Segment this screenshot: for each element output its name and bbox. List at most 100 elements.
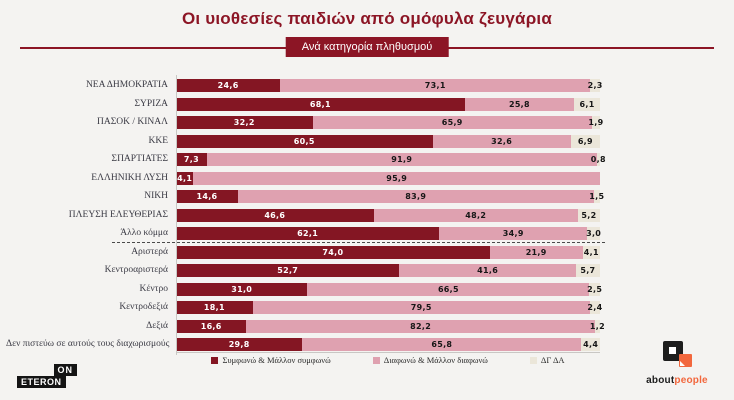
subtitle-badge: Ανά κατηγορία πληθυσμού [285,37,449,57]
segment-series-1: 21,9 [489,245,583,259]
segment-series-0: 32,2 [176,116,313,129]
legend-item-2: ΔΓ ΔΑ [529,355,565,365]
segment-series-0: 14,6 [176,190,238,203]
eteron-logo-eteron: ETERON [17,376,66,388]
segment-series-2: 4,4 [581,338,600,351]
bar-row: Κεντροδεξιά 18,1 79,5 2,4 [6,301,602,314]
segment-series-1: 82,2 [246,319,595,333]
segment-series-0: 68,1 [176,97,465,111]
segment-series-2: 0,8 [590,153,606,166]
bar-stack: 24,6 73,1 2,3 [176,79,603,92]
bar-row: ΕΛΛΗΝΙΚΗ ΛΥΣΗ 4,1 95,9 [6,171,600,185]
speech-bubble-black-icon [663,341,683,361]
legend-swatch-icon [372,356,380,364]
bar-stack: 52,7 41,6 5,7 [176,264,600,277]
segment-series-0: 16,6 [176,319,247,333]
eteron-logo-on: ON [53,364,77,376]
bar-rows: ΝΕΑ ΔΗΜΟΚΡΑΤΙΑ 24,6 73,1 2,3 ΣΥΡΙΖΑ 68,1 25,8 6… [6,79,606,351]
chart-title: Οι υιοθεσίες παιδιών από ομόφυλα ζευγάρι… [181,9,552,28]
legend-item-0: Συμφωνώ & Μάλλον συμφωνώ [211,355,331,365]
y-axis-line [176,75,177,355]
segment-series-1: 95,9 [193,171,600,185]
bar-row: Κεντροαριστερά 52,7 41,6 5,7 [6,264,600,277]
bar-stack: 7,3 91,9 0,8 [176,153,606,166]
category-label: ΣΠΑΡΤΙΑΤΕΣ [111,154,168,164]
category-label: Κεντροδεξιά [119,302,168,312]
segment-series-2: 2,5 [587,282,603,296]
bar-stack: 74,0 21,9 4,1 [176,245,600,259]
bar-row: ΣΥΡΙΖΑ 68,1 25,8 6,1 [6,97,600,111]
bar-row: ΝΕΑ ΔΗΜΟΚΡΑΤΙΑ 24,6 73,1 2,3 [6,79,603,92]
eteron-logo: ON ETERON [17,364,77,388]
segment-series-0: 31,0 [176,282,308,296]
bar-row: Κέντρο 31,0 66,5 2,5 [6,282,603,296]
bar-row: ΚΚΕ 60,5 32,6 6,9 [6,134,600,148]
category-label: ΝΕΑ ΔΗΜΟΚΡΑΤΙΑ [85,80,168,90]
bar-row: ΠΛΕΥΣΗ ΕΛΕΥΘΕΡΙΑΣ 46,6 48,2 5,2 [6,208,600,222]
segment-series-1: 25,8 [464,97,575,111]
segment-series-2: 6,1 [574,97,600,111]
category-label: Δεν πιστεύω σε αυτούς τους διαχωρισμούς [6,339,170,349]
segment-series-2: 6,9 [570,134,600,148]
segment-series-2: 1,2 [589,319,605,333]
segment-series-0: 4,1 [176,171,194,185]
bar-stack: 18,1 79,5 2,4 [176,301,602,314]
aboutpeople-icon [659,341,695,371]
category-label: Άλλο κόμμα [120,228,168,238]
category-label: Δεξιά [146,320,168,331]
segment-series-0: 62,1 [176,227,440,240]
segment-series-0: 18,1 [176,301,253,314]
segment-series-2: 1,5 [589,190,605,203]
aboutpeople-wordmark: aboutpeople [636,375,718,386]
category-label: ΝΙΚΗ [144,191,168,201]
segment-series-2: 4,1 [582,245,600,259]
bar-stack: 14,6 83,9 1,5 [176,190,605,203]
segment-series-0: 24,6 [176,79,281,92]
bar-stack: 32,2 65,9 1,9 [176,116,604,129]
bar-row: Δεν πιστεύω σε αυτούς τους διαχωρισμούς 2… [6,338,600,351]
bar-row: Άλλο κόμμα 62,1 34,9 3,0 [6,227,602,240]
bar-row: Δεξιά 16,6 82,2 1,2 [6,319,605,333]
category-label: ΠΑΣΟΚ / ΚΙΝΑΛ [97,117,168,127]
category-label: Κεντροαριστερά [104,265,168,275]
bar-row: ΠΑΣΟΚ / ΚΙΝΑΛ 32,2 65,9 1,9 [6,116,604,129]
aboutpeople-logo: aboutpeople [636,341,718,386]
segment-series-2: 1,9 [588,116,604,129]
group-divider-dashed-line [112,242,605,243]
category-label: Αριστερά [131,246,168,257]
bar-stack: 16,6 82,2 1,2 [176,319,605,333]
segment-series-2: 2,3 [587,79,603,92]
segment-series-1: 48,2 [373,208,578,222]
legend-swatch-icon [211,356,219,364]
segment-series-1: 32,6 [432,134,571,148]
category-label: ΠΛΕΥΣΗ ΕΛΕΥΘΕΡΙΑΣ [68,209,168,220]
segment-series-1: 91,9 [206,153,597,166]
segment-series-2: 5,7 [575,264,600,277]
legend-swatch-icon [529,356,537,364]
bar-stack: 29,8 65,8 4,4 [176,338,600,351]
segment-series-1: 73,1 [280,79,591,92]
bar-stack: 46,6 48,2 5,2 [176,208,600,222]
segment-series-1: 41,6 [399,264,576,277]
segment-series-0: 60,5 [176,134,433,148]
segment-series-0: 74,0 [176,245,490,259]
bar-row: ΣΠΑΡΤΙΑΤΕΣ 7,3 91,9 0,8 [6,153,606,166]
aboutpeople-word-about: about [646,375,675,386]
bar-stack: 4,1 95,9 [176,171,600,185]
x-axis-line [176,352,600,353]
category-label: ΕΛΛΗΝΙΚΗ ΛΥΣΗ [91,172,168,183]
speech-bubble-orange-icon [679,354,692,367]
segment-series-2: 3,0 [586,227,602,240]
segment-series-0: 46,6 [176,208,374,222]
bar-stack: 31,0 66,5 2,5 [176,282,603,296]
segment-series-0: 29,8 [176,338,303,351]
bar-stack: 62,1 34,9 3,0 [176,227,602,240]
segment-series-2: 5,2 [577,208,600,222]
legend-item-1: Διαφωνώ & Μάλλον διαφωνώ [372,355,488,365]
segment-series-1: 65,8 [302,338,582,351]
category-label: ΚΚΕ [148,135,168,146]
legend: Συμφωνώ & Μάλλον συμφωνώ Διαφωνώ & Μάλλον… [176,355,600,365]
segment-series-0: 52,7 [176,264,400,277]
segment-series-1: 83,9 [237,190,594,203]
